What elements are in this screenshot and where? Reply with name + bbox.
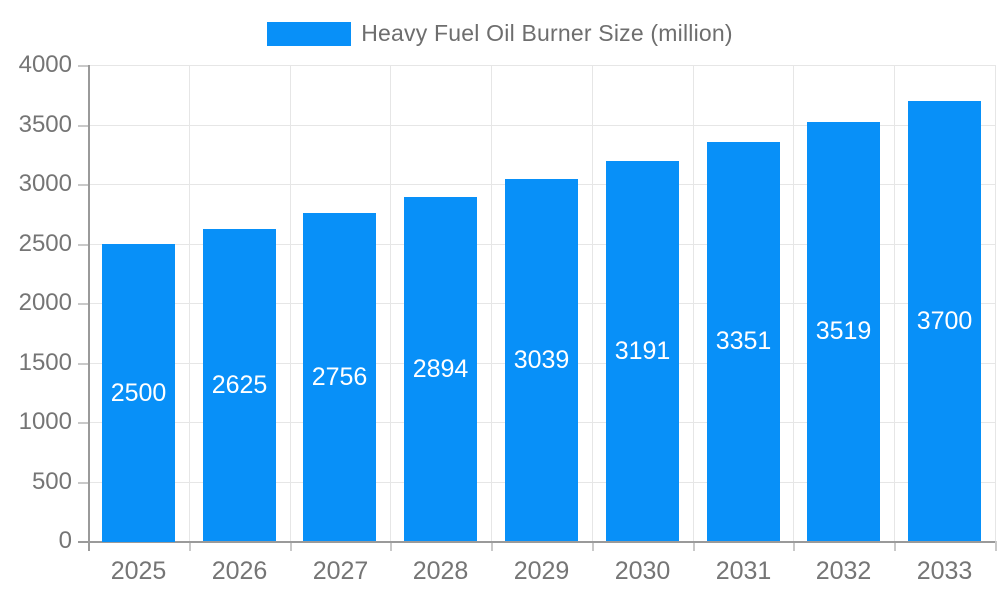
y-axis-tick [78, 244, 88, 246]
bar-value-label: 2625 [211, 370, 268, 399]
bar-2033[interactable]: 3700 [908, 101, 981, 541]
bar-2025[interactable]: 2500 [102, 244, 175, 542]
bar-2031[interactable]: 3351 [707, 142, 780, 541]
bar-2027[interactable]: 2756 [303, 213, 376, 541]
y-axis-line [88, 65, 90, 551]
y-tick-label: 500 [31, 468, 72, 495]
bar-value-label: 2756 [311, 362, 368, 391]
bar-2026[interactable]: 2625 [203, 229, 276, 541]
bar-value-label: 3351 [715, 327, 772, 355]
bar-value-label: 2894 [412, 354, 469, 383]
x-axis-tick [189, 541, 191, 551]
y-tick-label: 1500 [18, 349, 72, 376]
y-axis-tick [78, 184, 88, 186]
x-axis-tick [491, 541, 493, 551]
y-tick-label: 2500 [18, 230, 72, 257]
legend-color-swatch [267, 21, 352, 46]
y-tick-label: 2000 [18, 289, 72, 316]
x-tick-label: 2032 [815, 557, 872, 585]
x-axis-tick [793, 541, 795, 551]
y-tick-label: 4000 [18, 51, 72, 78]
gridline-vertical [290, 65, 291, 541]
y-tick-label: 0 [58, 527, 72, 554]
gridline-vertical [592, 65, 593, 541]
gridline-vertical [390, 65, 391, 541]
x-axis-tick [592, 541, 594, 551]
chart-legend[interactable]: Heavy Fuel Oil Burner Size (million) [0, 20, 1000, 47]
x-axis-tick [894, 541, 896, 551]
bar-2028[interactable]: 2894 [404, 197, 477, 541]
y-axis-tick [78, 422, 88, 424]
bar-value-label: 3700 [916, 306, 973, 335]
x-axis-line [78, 541, 995, 543]
y-tick-label: 3000 [18, 170, 72, 197]
gridline-horizontal [88, 65, 995, 66]
x-axis-tick [290, 541, 292, 551]
y-axis-tick [78, 482, 88, 484]
gridline-horizontal [88, 125, 995, 126]
gridline-vertical [693, 65, 694, 541]
y-axis-tick [78, 363, 88, 365]
bar-2029[interactable]: 3039 [505, 179, 578, 541]
bar-value-label: 3519 [815, 317, 872, 345]
legend-label: Heavy Fuel Oil Burner Size (million) [361, 20, 733, 46]
bar-value-label: 3191 [614, 336, 671, 365]
x-tick-label: 2026 [211, 557, 268, 585]
y-tick-label: 3500 [18, 111, 72, 138]
bar-2032[interactable]: 3519 [807, 122, 880, 541]
x-tick-label: 2030 [614, 557, 671, 585]
y-axis-tick [78, 65, 88, 67]
x-axis-tick [390, 541, 392, 551]
x-axis-tick [693, 541, 695, 551]
x-axis-tick [995, 541, 997, 551]
bar-value-label: 3039 [513, 345, 570, 374]
y-axis-tick [78, 303, 88, 305]
bar-2030[interactable]: 3191 [606, 161, 679, 541]
x-tick-label: 2031 [715, 557, 772, 585]
gridline-vertical [189, 65, 190, 541]
gridline-vertical [894, 65, 895, 541]
y-axis-tick [78, 125, 88, 127]
x-tick-label: 2025 [110, 557, 167, 585]
x-tick-label: 2028 [412, 557, 469, 585]
gridline-vertical [491, 65, 492, 541]
gridline-vertical [995, 65, 996, 541]
x-tick-label: 2029 [513, 557, 570, 585]
y-tick-label: 1000 [18, 408, 72, 435]
gridline-vertical [793, 65, 794, 541]
bar-value-label: 2500 [110, 378, 167, 407]
x-tick-label: 2033 [916, 557, 973, 585]
x-tick-label: 2027 [312, 557, 369, 585]
